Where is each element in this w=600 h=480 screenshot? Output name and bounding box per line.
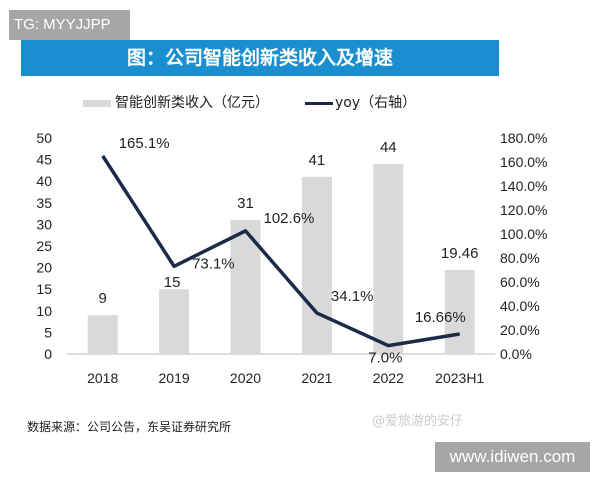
source-note: 数据来源：公司公告，东吴证券研究所 [27, 420, 232, 434]
left-tick-label: 45 [36, 152, 52, 168]
chart-title: 图：公司智能创新类收入及增速 [21, 40, 499, 76]
bar-2022 [373, 163, 404, 354]
bar-data-label: 41 [309, 152, 326, 169]
legend-line-label: yoy（右轴） [335, 95, 417, 111]
bar-2021 [301, 176, 332, 354]
bar-data-label: 31 [237, 195, 254, 212]
yoy-data-label: 7.0% [368, 350, 402, 367]
yoy-line [101, 154, 460, 348]
bar-2020 [230, 220, 261, 354]
x-tick-label: 2018 [87, 370, 118, 386]
left-tick-label: 50 [36, 130, 52, 146]
x-tick-label: 2022 [373, 370, 404, 386]
right-tick-label: 80.0% [500, 250, 540, 266]
right-tick-label: 100.0% [500, 226, 547, 242]
right-tick-label: 140.0% [500, 178, 547, 194]
bar-2023H1 [444, 269, 475, 354]
bar-2018 [87, 315, 118, 354]
left-tick-label: 30 [36, 216, 52, 232]
yoy-data-label: 102.6% [264, 210, 315, 227]
yoy-data-label: 16.66% [415, 309, 466, 326]
x-tick-label: 2019 [159, 370, 190, 386]
bar-2019 [159, 289, 190, 354]
left-tick-label: 20 [36, 260, 52, 276]
right-tick-label: 0.0% [500, 346, 532, 362]
legend-line-swatch [305, 102, 333, 105]
left-tick-label: 40 [36, 173, 52, 189]
site-watermark: www.idiwen.com [435, 442, 590, 472]
legend-bar-label: 智能创新类收入（亿元） [115, 95, 269, 111]
bar-data-label: 19.46 [441, 245, 479, 262]
left-tick-label: 25 [36, 238, 52, 254]
left-tick-label: 0 [44, 346, 52, 362]
tg-watermark-label: TG: MYYJJPP [9, 10, 130, 40]
chart-plot: 0 5 10 15 20 25 30 35 40 45 50 0.0% 20.0% 40.0% 60.0% 8… [36, 130, 547, 386]
left-tick-label: 10 [36, 303, 52, 319]
x-tick-label: 2020 [230, 370, 261, 386]
weibo-watermark: @爱旅游的安仔 [372, 414, 464, 429]
yoy-data-label: 34.1% [331, 288, 374, 305]
left-tick-label: 5 [44, 324, 52, 340]
right-tick-label: 20.0% [500, 322, 540, 338]
bar-data-label: 44 [380, 139, 397, 156]
bar-data-label: 15 [164, 274, 181, 291]
bar-data-label: 9 [99, 290, 107, 307]
x-tick-label: 2021 [301, 370, 332, 386]
yoy-data-label: 73.1% [192, 255, 235, 272]
legend-bar-swatch [83, 100, 111, 107]
x-tick-label: 2023H1 [435, 370, 484, 386]
left-tick-label: 35 [36, 195, 52, 211]
right-tick-label: 120.0% [500, 202, 547, 218]
right-tick-label: 160.0% [500, 154, 547, 170]
left-tick-label: 15 [36, 281, 52, 297]
right-tick-label: 40.0% [500, 298, 540, 314]
yoy-data-label: 165.1% [119, 135, 170, 152]
right-tick-label: 180.0% [500, 130, 547, 146]
right-tick-label: 60.0% [500, 274, 540, 290]
